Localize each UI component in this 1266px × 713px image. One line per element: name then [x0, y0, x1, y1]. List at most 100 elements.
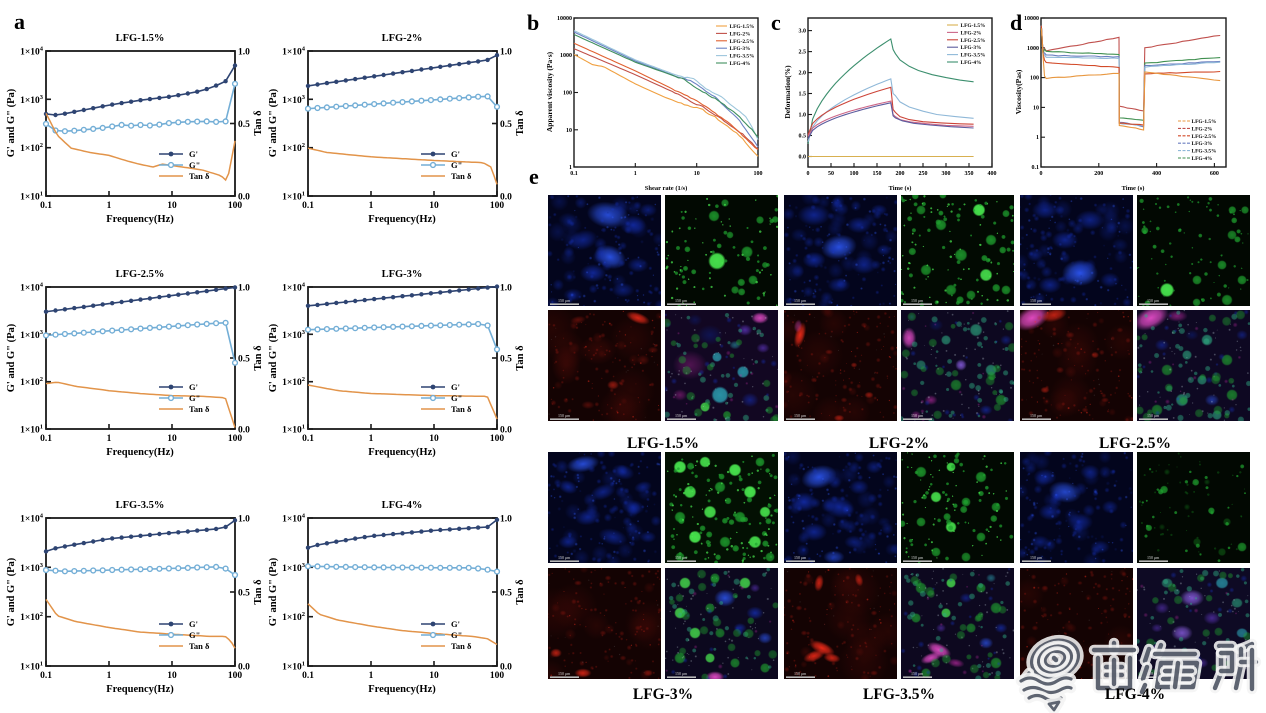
- svg-text:100: 100: [563, 91, 572, 97]
- svg-text:10000: 10000: [1024, 16, 1039, 22]
- svg-text:Tan δ: Tan δ: [253, 579, 264, 605]
- svg-text:LFG-3.5%: LFG-3.5%: [116, 500, 165, 511]
- svg-text:0.1: 0.1: [40, 201, 52, 211]
- svg-text:1.0: 1.0: [238, 284, 250, 294]
- svg-text:G": G": [451, 630, 462, 640]
- svg-text:1×102: 1×102: [282, 611, 305, 623]
- svg-text:G': G': [189, 382, 198, 392]
- svg-text:150 μm: 150 μm: [911, 298, 924, 303]
- svg-text:300: 300: [942, 171, 951, 177]
- svg-text:LFG-4%: LFG-4%: [730, 61, 751, 67]
- svg-text:G": G": [189, 630, 200, 640]
- svg-text:Apparent viscosity (Pa·s): Apparent viscosity (Pa·s): [545, 51, 554, 132]
- svg-text:G' and G" (Pa): G' and G" (Pa): [6, 557, 17, 626]
- svg-text:100: 100: [1030, 76, 1039, 82]
- svg-text:1.0: 1.0: [500, 48, 512, 58]
- svg-text:1×101: 1×101: [20, 424, 43, 436]
- svg-text:0.0: 0.0: [799, 155, 807, 161]
- svg-text:10: 10: [566, 128, 572, 134]
- svg-text:150 μm: 150 μm: [1147, 671, 1160, 676]
- svg-text:50: 50: [828, 171, 834, 177]
- svg-text:10000: 10000: [557, 16, 572, 22]
- svg-text:0.5: 0.5: [500, 120, 512, 130]
- svg-text:G': G': [451, 149, 460, 159]
- svg-text:0.5: 0.5: [238, 589, 250, 599]
- svg-text:1×101: 1×101: [20, 191, 43, 203]
- svg-text:10: 10: [167, 671, 177, 681]
- svg-text:1: 1: [369, 434, 374, 444]
- svg-text:1×104: 1×104: [20, 282, 44, 294]
- svg-text:1×103: 1×103: [282, 94, 306, 106]
- svg-text:Frequency(Hz): Frequency(Hz): [368, 684, 436, 695]
- svg-text:350: 350: [965, 171, 974, 177]
- svg-text:1: 1: [107, 201, 112, 211]
- svg-text:1×104: 1×104: [282, 282, 306, 294]
- svg-text:Tan δ: Tan δ: [253, 110, 264, 136]
- svg-text:Tan δ: Tan δ: [451, 404, 472, 414]
- svg-text:100: 100: [228, 671, 243, 681]
- svg-text:1×101: 1×101: [20, 661, 43, 673]
- svg-text:1×102: 1×102: [20, 611, 43, 623]
- svg-text:100: 100: [228, 201, 243, 211]
- svg-text:LFG-3.5%: LFG-3.5%: [1192, 149, 1217, 155]
- svg-text:150 μm: 150 μm: [794, 555, 807, 560]
- svg-text:G': G': [451, 382, 460, 392]
- svg-text:1000: 1000: [1027, 46, 1039, 52]
- svg-text:LFG-2%: LFG-2%: [730, 31, 751, 37]
- svg-text:200: 200: [1094, 171, 1103, 177]
- svg-text:1000: 1000: [560, 53, 572, 59]
- svg-text:0.5: 0.5: [238, 355, 250, 365]
- svg-text:10: 10: [694, 171, 700, 177]
- svg-text:1: 1: [107, 671, 112, 681]
- svg-text:0.0: 0.0: [238, 663, 250, 673]
- svg-text:150 μm: 150 μm: [1147, 555, 1160, 560]
- svg-text:0.1: 0.1: [40, 671, 52, 681]
- svg-text:Tan δ: Tan δ: [189, 641, 210, 651]
- svg-text:LFG-1.5%: LFG-1.5%: [961, 23, 986, 29]
- svg-text:Tan δ: Tan δ: [515, 345, 526, 371]
- svg-text:100: 100: [754, 171, 763, 177]
- svg-text:150 μm: 150 μm: [911, 555, 924, 560]
- svg-text:G': G': [189, 149, 198, 159]
- svg-text:150 μm: 150 μm: [675, 298, 688, 303]
- svg-text:LFG-2%: LFG-2%: [382, 33, 423, 44]
- svg-text:10: 10: [1033, 105, 1039, 111]
- svg-text:1×102: 1×102: [282, 376, 305, 388]
- svg-text:G' and G" (Pa): G' and G" (Pa): [268, 323, 279, 392]
- svg-text:150 μm: 150 μm: [1030, 555, 1043, 560]
- svg-text:LFG-2%: LFG-2%: [961, 30, 982, 36]
- svg-text:Tan δ: Tan δ: [451, 641, 472, 651]
- svg-text:150 μm: 150 μm: [794, 671, 807, 676]
- svg-text:Tan δ: Tan δ: [189, 171, 210, 181]
- svg-text:0.0: 0.0: [500, 663, 512, 673]
- svg-text:0.1: 0.1: [1032, 165, 1040, 171]
- svg-text:LFG-4%: LFG-4%: [382, 500, 423, 511]
- svg-text:G': G': [451, 619, 460, 629]
- svg-text:100: 100: [490, 434, 505, 444]
- svg-text:Tan δ: Tan δ: [253, 345, 264, 371]
- svg-text:1.0: 1.0: [500, 515, 512, 525]
- svg-text:Tan δ: Tan δ: [189, 404, 210, 414]
- svg-text:150 μm: 150 μm: [558, 413, 571, 418]
- svg-text:250: 250: [919, 171, 928, 177]
- svg-text:1: 1: [107, 434, 112, 444]
- svg-text:0: 0: [807, 171, 810, 177]
- svg-text:0.1: 0.1: [40, 434, 52, 444]
- svg-text:10: 10: [167, 201, 177, 211]
- svg-text:100: 100: [850, 171, 859, 177]
- svg-text:100: 100: [490, 201, 505, 211]
- svg-text:10: 10: [429, 434, 439, 444]
- svg-text:1.0: 1.0: [238, 48, 250, 58]
- svg-text:1: 1: [634, 171, 637, 177]
- svg-text:1.0: 1.0: [799, 113, 807, 119]
- svg-text:200: 200: [896, 171, 905, 177]
- svg-text:LFG-2%: LFG-2%: [1192, 126, 1213, 132]
- svg-text:150 μm: 150 μm: [675, 413, 688, 418]
- svg-text:0.1: 0.1: [302, 201, 314, 211]
- svg-text:G": G": [189, 160, 200, 170]
- svg-text:10: 10: [429, 671, 439, 681]
- svg-text:1×101: 1×101: [282, 661, 305, 673]
- svg-text:LFG-3.5%: LFG-3.5%: [730, 54, 755, 60]
- svg-text:0.5: 0.5: [799, 134, 807, 140]
- svg-text:LFG-3%: LFG-3%: [382, 269, 423, 280]
